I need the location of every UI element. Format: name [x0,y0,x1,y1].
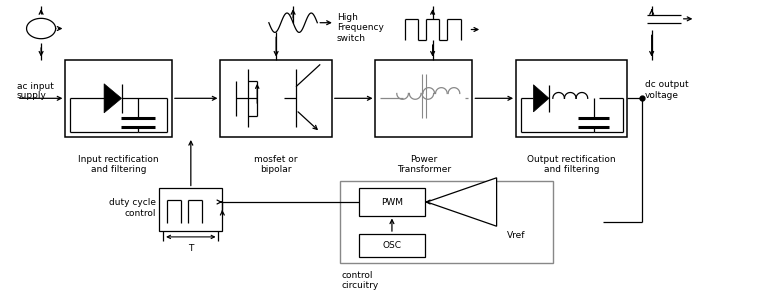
Bar [375,60,473,137]
Bar [516,60,627,137]
Bar [159,189,222,231]
Text: High
Frequency
switch: High Frequency switch [337,13,384,43]
Bar [359,234,425,257]
Bar [221,60,332,137]
Text: PWM: PWM [381,198,403,206]
Text: T: T [188,244,193,253]
Text: duty cycle
control: duty cycle control [109,198,157,217]
Text: Input rectification
and filtering: Input rectification and filtering [78,155,159,174]
Text: OSC: OSC [382,241,402,250]
Text: control
circuitry: control circuitry [342,271,379,290]
Polygon shape [534,85,549,112]
Text: Output rectification
and filtering: Output rectification and filtering [527,155,616,174]
Polygon shape [104,84,122,113]
Text: mosfet or
bipolar: mosfet or bipolar [254,155,298,174]
Bar [359,189,425,216]
Bar [339,181,553,263]
Text: ac input: ac input [17,81,54,91]
Text: Vref: Vref [507,231,525,240]
Text: supply: supply [17,91,47,100]
Text: dc output: dc output [645,80,689,88]
Text: Power
Transformer: Power Transformer [397,155,451,174]
Text: voltage: voltage [645,91,679,100]
Polygon shape [427,178,497,226]
Bar [66,60,172,137]
